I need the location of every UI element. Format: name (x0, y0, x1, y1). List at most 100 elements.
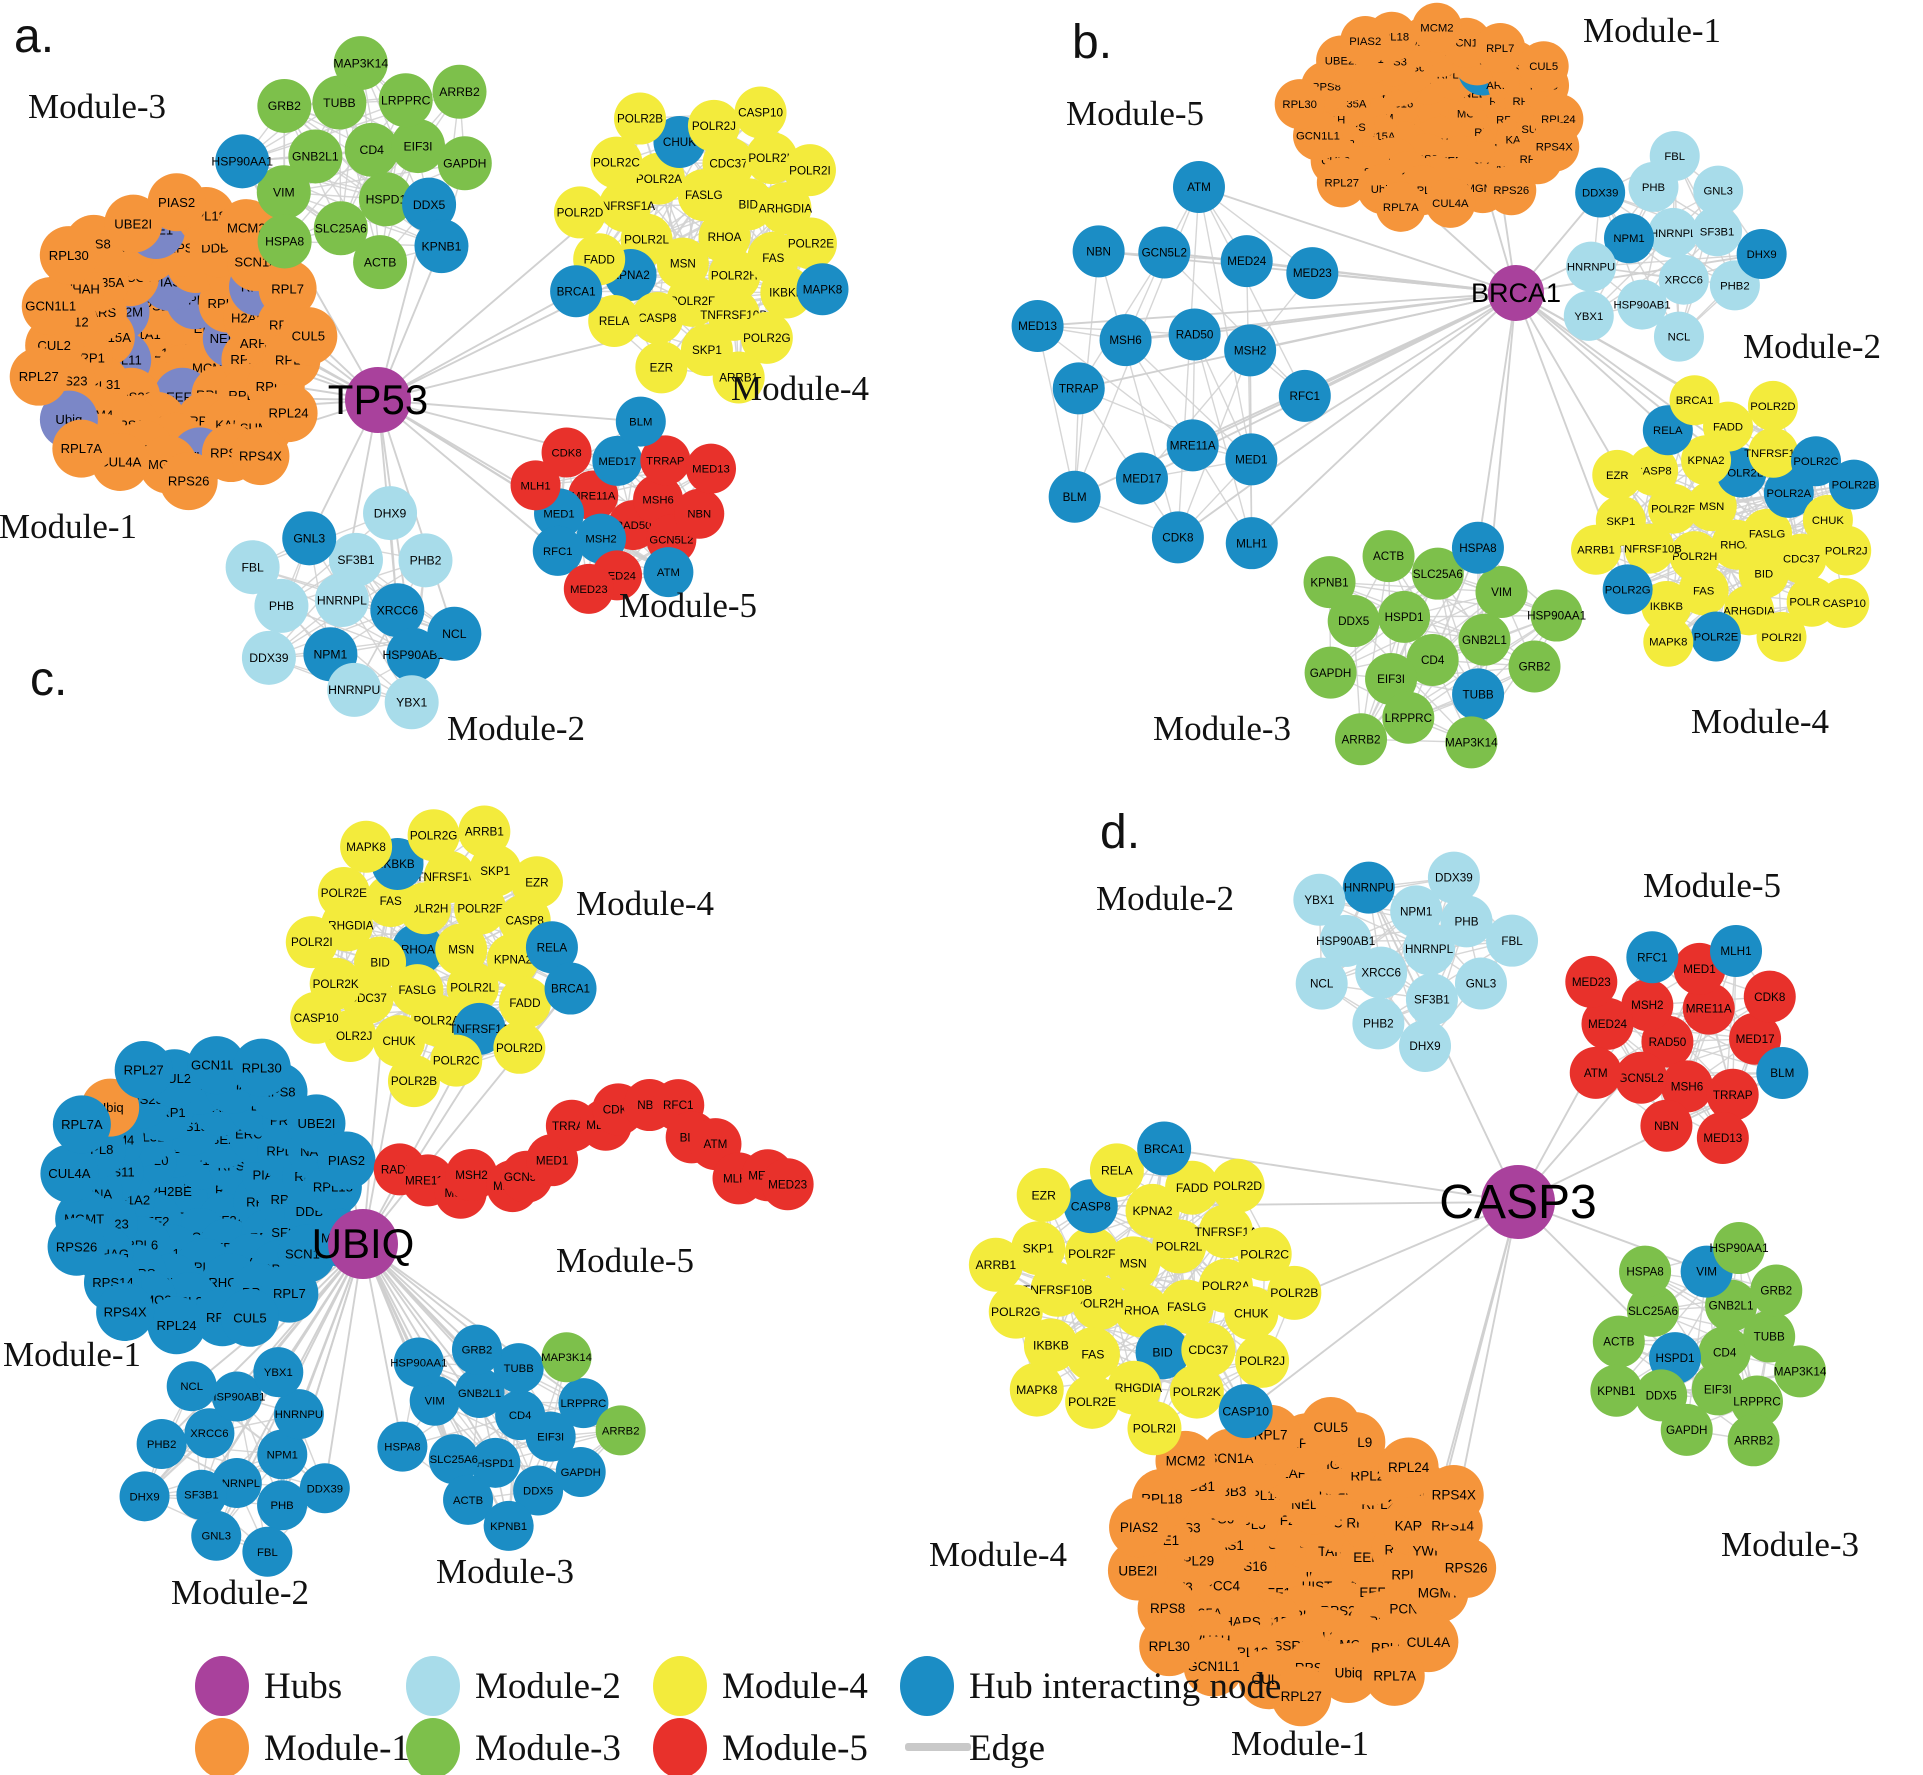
network-node (469, 844, 522, 897)
node-label: CUL4A (1407, 1635, 1451, 1650)
node-label: SLC25A6 (315, 222, 367, 236)
network-node (52, 419, 111, 478)
node-label: MED24 (1588, 1018, 1627, 1031)
node-label: POLR2D (496, 1042, 543, 1055)
network-node (96, 1282, 155, 1341)
module-label: Module-1 (3, 1335, 141, 1374)
hub-edge (323, 1243, 364, 1489)
network-node (595, 1405, 646, 1456)
network-node (259, 384, 318, 443)
node-label: CASP10 (1222, 1404, 1269, 1418)
node-label: NBN (687, 509, 711, 521)
network-node (257, 78, 312, 133)
node-label: MSN (1699, 501, 1724, 513)
node-label: YBX1 (396, 696, 427, 710)
network-node (1224, 324, 1277, 377)
node-label: POLR2J (1239, 1354, 1285, 1368)
node-label: MAP3K14 (333, 56, 388, 70)
network-node (1508, 640, 1561, 693)
node-label: SKP1 (480, 865, 510, 878)
legend-label-hub-interacting-node: Hub interacting node (969, 1666, 1281, 1707)
node-label: POLR2K (1173, 1385, 1221, 1399)
module-label: Module-5 (619, 586, 757, 625)
network-node (1225, 517, 1278, 570)
network-node (635, 341, 688, 394)
node-label: MED17 (598, 456, 636, 468)
network-node (285, 916, 338, 969)
node-label: POLR2K (748, 152, 794, 165)
node-label: KPNA2 (1688, 455, 1725, 467)
network-node (241, 630, 296, 685)
node-label: RPL27 (1325, 177, 1360, 189)
network-node (393, 1337, 444, 1388)
node-label: NPM1 (1613, 233, 1644, 245)
node-label: HSP90AB1 (1316, 935, 1375, 948)
node-label: SF3B1 (337, 553, 374, 567)
edge (1360, 556, 1390, 740)
node-label: KPNB1 (1310, 576, 1348, 589)
node-label: GCN1L1 (25, 299, 76, 314)
node-label: MAP3K14 (541, 1352, 592, 1364)
module-label: Module-3 (436, 1552, 574, 1591)
node-label: IKBKB (380, 858, 415, 871)
network-node (317, 867, 370, 920)
network-node (290, 991, 343, 1044)
node-label: PHB2 (410, 554, 442, 568)
node-label: DDX5 (1338, 615, 1370, 628)
node-label: NCL (1310, 978, 1334, 991)
node-label: CASP10 (294, 1012, 339, 1025)
node-label: CHUK (382, 1035, 415, 1048)
node-label: CASP8 (506, 914, 544, 927)
node-label: KPNA2 (494, 954, 532, 967)
node-label: RPS26 (1445, 1561, 1488, 1576)
network-node (340, 820, 393, 873)
node-label: GCN5L2 (649, 534, 693, 546)
node-label: MAPK8 (346, 841, 386, 854)
node-label: ARRB1 (976, 1258, 1017, 1272)
network-node (9, 347, 68, 406)
node-label: FADD (1713, 422, 1743, 434)
node-label: POLR2B (1832, 480, 1877, 492)
network-node (761, 1158, 814, 1211)
nodes-panel-c.: CUL4BCUL1RPS13TARSEEF1A1EIF2AHIST2H2BERP… (40, 805, 814, 1577)
node-label: VIM (425, 1396, 445, 1408)
node-label: POLR2C (593, 157, 640, 170)
network-node (1648, 483, 1699, 534)
network-node (712, 351, 765, 404)
network-node (184, 1408, 235, 1459)
edge (1329, 581, 1502, 593)
node-label: GAPDH (1310, 667, 1352, 680)
node-label: LRPPRC (381, 93, 431, 107)
node-label: FBL (1501, 935, 1523, 948)
network-node (493, 1021, 546, 1074)
node-label: PHB2 (1363, 1017, 1394, 1030)
network-node (525, 921, 578, 974)
node-label: POLR2D (1213, 1179, 1262, 1193)
network-node (513, 1465, 564, 1516)
module-label: Module-5 (1066, 94, 1204, 133)
module-label: Module-2 (171, 1573, 309, 1612)
node-label: PIAS2 (1120, 1520, 1158, 1535)
network-node (740, 311, 793, 364)
network-node (1166, 419, 1219, 472)
node-label: SLC25A6 (1413, 568, 1463, 581)
node-label: BLM (629, 417, 652, 429)
module-label: Module-3 (28, 87, 166, 126)
node-label: ATM (704, 1138, 728, 1151)
node-label: RPL27 (124, 1063, 164, 1078)
hub-label: TP53 (328, 376, 428, 423)
network-node (1411, 547, 1464, 600)
network-node (1703, 401, 1754, 452)
module-label: Module-1 (1583, 11, 1721, 50)
node-label: POLR2A (1767, 488, 1812, 500)
node-label: FADD (584, 253, 615, 266)
network-node (1653, 311, 1704, 362)
node-label: RELA (1101, 1164, 1134, 1178)
network-node (1406, 633, 1459, 686)
node-label: CHUK (1812, 515, 1844, 527)
node-label: TNFRSF1A (1744, 448, 1803, 460)
node-label: HSPD1 (477, 1458, 515, 1470)
network-node (1747, 380, 1798, 431)
node-label: POLR2D (557, 207, 604, 220)
